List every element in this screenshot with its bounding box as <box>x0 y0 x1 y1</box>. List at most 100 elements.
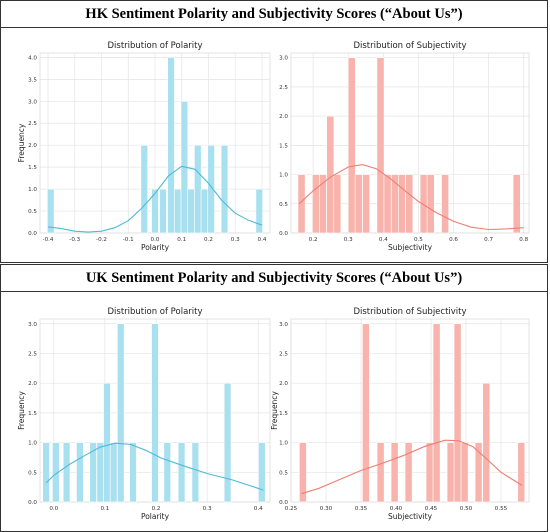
histogram-bar <box>326 115 335 234</box>
x-tick-label: 0.0 <box>151 237 160 243</box>
histogram-bar <box>129 442 137 503</box>
y-tick-label: 4.0 <box>28 55 37 61</box>
histogram-bar <box>187 188 195 234</box>
histogram-bar <box>405 174 414 234</box>
y-tick-label: 3.0 <box>28 99 37 105</box>
hk-section: HK Sentiment Polarity and Subjectivity S… <box>0 0 548 263</box>
histogram-bar <box>297 174 306 234</box>
x-tick-label: -0.2 <box>96 237 107 243</box>
y-tick-label: 2.5 <box>28 121 37 127</box>
x-tick-label: 0.5 <box>414 237 423 243</box>
y-axis-label: Frequency <box>270 391 279 430</box>
histogram-bar <box>167 57 175 234</box>
x-tick-label: 0.8 <box>519 237 528 243</box>
x-tick-label: 0.30 <box>320 506 333 512</box>
y-tick-label: 2.0 <box>28 381 37 387</box>
y-tick-label: 3.5 <box>28 77 37 83</box>
histogram-bar <box>174 188 182 234</box>
kde-curve <box>298 164 524 231</box>
y-tick-label: 0.0 <box>28 231 37 237</box>
y-tick-label: 2.0 <box>279 381 288 387</box>
histogram-bar <box>362 323 370 503</box>
x-tick-label: 0.50 <box>460 506 473 512</box>
y-tick-label: 0.0 <box>28 500 37 506</box>
x-tick-label: 0.1 <box>177 237 186 243</box>
x-tick-label: 0.0 <box>49 506 58 512</box>
chart-title: Distribution of Polarity <box>108 307 203 317</box>
y-tick-label: 1.5 <box>28 411 37 417</box>
x-tick-label: 0.4 <box>258 237 267 243</box>
histogram-bar <box>441 174 450 234</box>
y-axis-label: Frequency <box>17 123 26 162</box>
histogram-bar <box>383 174 392 234</box>
uk-subjectivity-chart: 0.25 0.30 0.35 0.40 0.45 0.50 0.55 0.0 0.5 1.0 1.5… <box>270 307 530 521</box>
x-tick-label: 0.4 <box>254 506 263 512</box>
histogram-bar <box>354 174 363 234</box>
y-tick-label: 0.5 <box>279 202 288 208</box>
histogram-bar <box>460 442 469 503</box>
histogram-bar <box>117 323 125 503</box>
histogram-bar <box>191 442 200 503</box>
histogram-bar <box>207 144 215 234</box>
uk-polarity-chart: 0.0 0.1 0.2 0.3 0.4 0.0 0.5 1.0 1.5 2.0 2.5 3.0 Dist… <box>17 307 271 521</box>
histogram-bar <box>255 188 264 234</box>
x-tick-label: 0.25 <box>285 506 298 512</box>
y-axis-label: Frequency <box>17 391 26 430</box>
y-tick-label: 3.0 <box>28 322 37 328</box>
histogram-bar <box>151 323 159 503</box>
histogram-bar <box>312 174 320 234</box>
x-tick-label: 0.2 <box>309 237 318 243</box>
histogram-bar <box>109 442 118 503</box>
x-tick-label: 0.2 <box>152 506 161 512</box>
histogram-bar <box>177 442 186 503</box>
y-tick-label: 1.5 <box>279 411 288 417</box>
histogram-bar <box>103 382 111 503</box>
y-tick-label: 0.5 <box>28 209 37 215</box>
y-tick-label: 3.0 <box>279 56 288 62</box>
histogram-bar <box>299 442 307 503</box>
histogram-bar <box>512 174 521 234</box>
histogram-bar <box>163 442 171 503</box>
histogram-bar <box>390 442 399 503</box>
x-tick-label: 0.4 <box>379 237 388 243</box>
y-tick-label: 2.5 <box>28 351 37 357</box>
histogram-bar <box>159 188 167 234</box>
histogram-bar <box>89 442 97 503</box>
histogram-bar <box>376 442 385 503</box>
x-tick-label: 0.3 <box>203 506 212 512</box>
x-tick-label: -0.3 <box>69 237 80 243</box>
y-tick-label: 1.0 <box>279 441 288 447</box>
x-tick-label: 0.45 <box>425 506 438 512</box>
histogram-bar <box>474 442 483 503</box>
x-tick-label: 0.7 <box>484 237 493 243</box>
histogram-bar <box>223 382 232 503</box>
histogram-bar <box>140 144 149 234</box>
x-axis-label: Subjectivity <box>388 512 433 521</box>
histogram-bar <box>200 188 209 234</box>
histogram-bar <box>194 144 202 234</box>
x-axis-label: Subjectivity <box>388 243 433 252</box>
y-tick-label: 0.0 <box>279 231 288 237</box>
y-tick-label: 0.5 <box>279 470 288 476</box>
x-tick-label: 0.35 <box>355 506 368 512</box>
histogram-bar <box>404 442 413 503</box>
x-tick-label: 0.2 <box>204 237 213 243</box>
uk-section-title: UK Sentiment Polarity and Subjectivity S… <box>1 265 547 292</box>
y-tick-label: 2.5 <box>279 85 288 91</box>
histogram-bar <box>347 57 356 234</box>
y-tick-label: 0.5 <box>28 470 37 476</box>
x-axis-label: Polarity <box>141 243 170 252</box>
hk-section-title: HK Sentiment Polarity and Subjectivity S… <box>1 1 547 28</box>
histogram-bar <box>46 188 55 234</box>
kde-curve <box>45 442 264 491</box>
hk-subjectivity-chart: 0.2 0.3 0.4 0.5 0.6 0.7 0.8 0.0 0.5 1.0 1.5 2.0 2.5 3… <box>279 41 530 252</box>
histogram-bar <box>42 442 50 503</box>
chart-title: Distribution of Polarity <box>108 41 203 51</box>
histogram-bar <box>220 144 229 234</box>
histogram-bar <box>482 382 491 503</box>
x-tick-label: 0.6 <box>449 237 458 243</box>
x-tick-label: 0.3 <box>344 237 353 243</box>
histogram-bar <box>151 188 159 234</box>
chart-title: Distribution of Subjectivity <box>353 41 466 51</box>
histogram-bar <box>96 442 105 503</box>
